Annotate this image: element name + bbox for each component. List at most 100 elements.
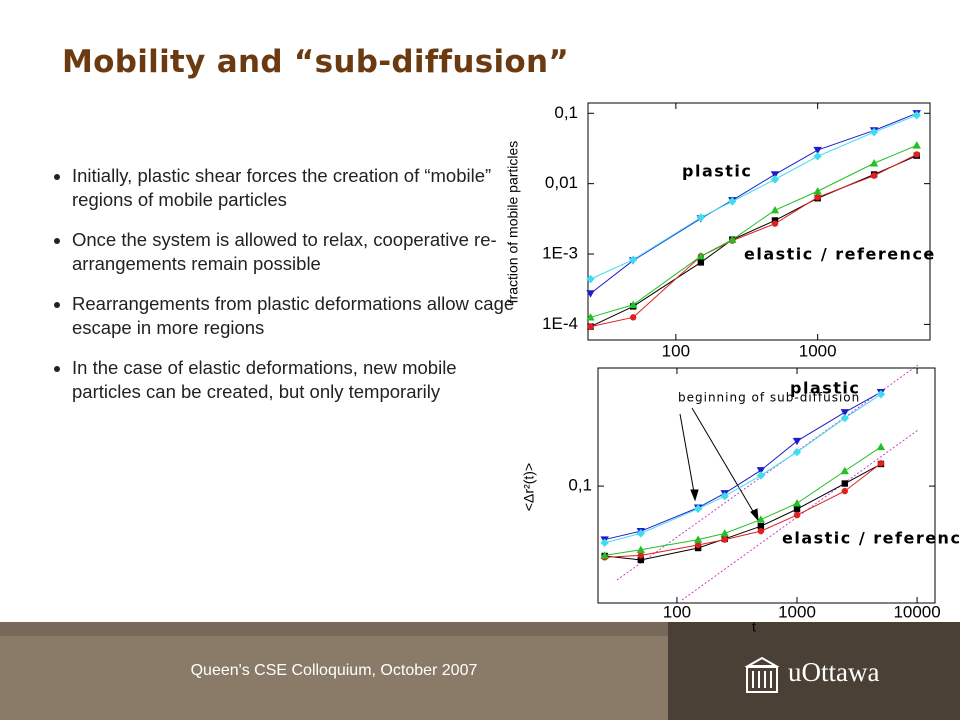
- bullet-list: Initially, plastic shear forces the crea…: [30, 164, 517, 420]
- series-line: [590, 114, 917, 280]
- marker: [636, 529, 646, 538]
- marker: [728, 197, 737, 206]
- x-axis-label: t: [752, 619, 756, 635]
- marker: [600, 551, 609, 559]
- marker: [696, 252, 706, 260]
- marker: [770, 175, 780, 184]
- y-tick-label: 0,1: [568, 476, 592, 495]
- series-line: [604, 463, 882, 561]
- x-tick-label: 1000: [778, 602, 816, 621]
- annotation: beginning of sub-diffusion: [678, 391, 860, 405]
- marker: [600, 538, 609, 548]
- annotation: plastic: [790, 379, 860, 398]
- marker: [793, 511, 801, 519]
- marker: [869, 127, 879, 137]
- y-tick-label: 1E-3: [542, 244, 578, 263]
- annotation: elastic / reference: [744, 245, 936, 264]
- marker: [628, 300, 638, 308]
- series-line: [590, 154, 917, 328]
- marker: [629, 314, 637, 321]
- marker: [870, 172, 878, 179]
- logo-icon: [744, 656, 780, 693]
- x-tick-label: 1000: [799, 341, 837, 360]
- marker: [912, 141, 921, 149]
- marker: [913, 151, 920, 158]
- annotation-arrows: [679, 407, 759, 522]
- marker: [771, 220, 779, 227]
- marker: [912, 110, 921, 120]
- marker: [756, 515, 766, 523]
- marker: [793, 505, 801, 513]
- marker: [840, 466, 849, 475]
- marker: [756, 467, 766, 475]
- footer-band: [0, 622, 668, 720]
- marker: [841, 480, 848, 487]
- marker: [728, 235, 737, 243]
- marker: [757, 527, 765, 535]
- marker: [693, 535, 703, 543]
- footer-dark: [668, 622, 960, 720]
- marker: [813, 152, 822, 161]
- marker: [720, 529, 729, 537]
- marker: [721, 536, 728, 543]
- series-line: [604, 393, 882, 544]
- marker: [876, 390, 886, 399]
- marker: [841, 487, 848, 495]
- bullet: Rearrangements from plastic deformations…: [72, 292, 517, 340]
- series-line: [604, 391, 882, 541]
- marker: [840, 409, 849, 417]
- marker: [720, 492, 729, 501]
- plot-frame: [597, 367, 936, 604]
- series-line: [590, 155, 917, 328]
- y-tick-label: 0,1: [554, 103, 578, 122]
- footer-text: Queen's CSE Colloquium, October 2007: [190, 662, 478, 679]
- series-line: [590, 144, 917, 318]
- marker: [792, 437, 802, 446]
- annotation: plastic: [682, 162, 752, 181]
- marker: [697, 259, 705, 266]
- marker: [869, 159, 879, 167]
- y-tick-label: 1E-4: [542, 314, 578, 333]
- marker: [813, 187, 822, 195]
- marker: [693, 504, 703, 513]
- marker: [770, 171, 780, 179]
- footer-strip: [0, 622, 668, 636]
- marker: [694, 541, 702, 549]
- marker: [586, 290, 595, 298]
- series-line: [604, 462, 882, 558]
- marker: [636, 545, 646, 553]
- marker: [792, 499, 802, 507]
- marker: [771, 217, 779, 224]
- bullet: Once the system is allowed to relax, coo…: [72, 228, 517, 276]
- bullet: Initially, plastic shear forces the crea…: [72, 164, 517, 212]
- marker: [757, 522, 765, 530]
- logo-text: uOttawa: [788, 657, 880, 687]
- annotation: elastic / reference: [782, 529, 960, 548]
- marker: [628, 255, 638, 264]
- slide-title: Mobility and “sub-diffusion”: [62, 44, 570, 80]
- y-axis-label: <Δr²(t)>: [521, 463, 537, 511]
- bullet: In the case of elastic deformations, new…: [72, 356, 517, 404]
- marker: [586, 274, 595, 284]
- marker: [792, 447, 802, 457]
- x-tick-label: 100: [663, 602, 691, 621]
- marker: [770, 205, 780, 214]
- y-tick-label: 0,01: [545, 173, 578, 192]
- marker: [637, 552, 645, 559]
- plot-frame: [587, 102, 931, 341]
- marker: [876, 442, 886, 451]
- marker: [877, 460, 885, 467]
- x-tick-label: 100: [662, 341, 690, 360]
- marker: [840, 413, 849, 423]
- marker: [756, 471, 766, 480]
- series-line: [604, 446, 882, 556]
- series-line: [590, 112, 917, 294]
- y-axis-label: fraction of mobile particles: [505, 141, 521, 304]
- marker: [587, 323, 594, 330]
- x-tick-label: 10000: [893, 602, 940, 621]
- marker: [696, 213, 706, 222]
- marker: [813, 146, 822, 155]
- marker: [637, 556, 645, 564]
